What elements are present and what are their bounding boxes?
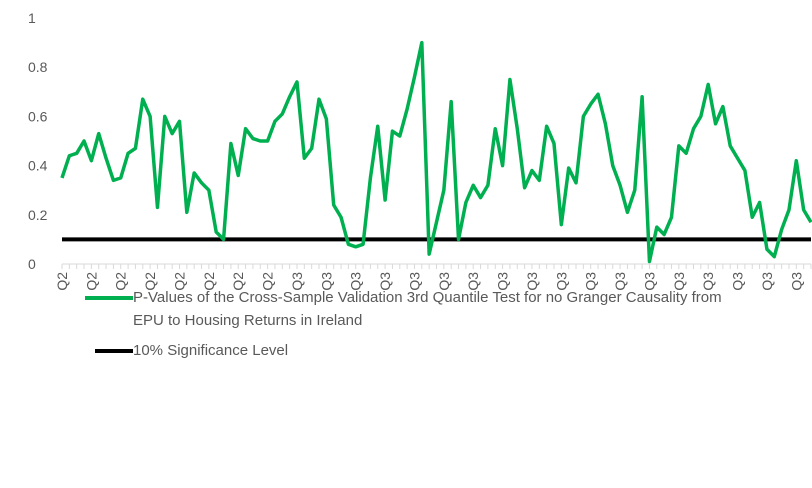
x-tick-label: 1992Q2: [113, 272, 129, 290]
x-tick-label: 2015Q3: [788, 272, 804, 290]
x-tick-label: 2004Q3: [465, 272, 481, 290]
legend-label: 10% Significance Level: [133, 342, 289, 359]
x-tick-label: 1996Q2: [230, 272, 246, 290]
x-tick-label: 2014Q3: [759, 272, 775, 290]
x-tick-label: 2010Q3: [641, 272, 657, 290]
x-tick-label: 1995Q2: [201, 272, 217, 290]
legend-entry: P-Values of the Cross-Sample Validation …: [85, 286, 735, 332]
y-tick-label: 0.4: [28, 158, 48, 174]
x-tick-label: 2013Q3: [730, 272, 746, 290]
series-line: [60, 40, 812, 264]
y-tick-label: 0.2: [28, 207, 48, 223]
y-tick-label: 0.8: [28, 59, 48, 75]
legend-label: P-Values of the Cross-Sample Validation …: [133, 289, 722, 329]
x-tick-label: 1993Q2: [142, 272, 158, 290]
legend-swatch: [85, 296, 133, 300]
x-tick-label: 2007Q3: [553, 272, 569, 290]
x-tick-label: 2003Q3: [436, 272, 452, 290]
x-tick-label: 2006Q3: [524, 272, 540, 290]
x-tick-label: 2001Q3: [377, 272, 393, 290]
x-tick-label: 2011Q3: [671, 272, 687, 290]
x-tick-label: 2009Q3: [612, 272, 628, 290]
x-tick-label: 1999Q3: [318, 272, 334, 290]
x-tick-label: 1990Q2: [54, 272, 70, 290]
y-tick-label: 1: [28, 10, 36, 26]
x-tick-label: 2005Q3: [495, 272, 511, 290]
x-tick-label: 2012Q3: [700, 272, 716, 290]
x-tick-label: 2000Q3: [348, 272, 364, 290]
legend-entry: 10% Significance Level: [95, 339, 745, 362]
x-tick-label: 1997Q2: [260, 272, 276, 290]
x-tick-label: 1998Q3: [289, 272, 305, 290]
plot-area: 0 0.2 0.4 0.6 0.8 1 1990Q2 1991Q2 1992Q2 1993Q2 19…: [28, 10, 812, 290]
x-tick-label: 1991Q2: [83, 272, 99, 290]
x-tick-label: 2002Q3: [406, 272, 422, 290]
x-tick-label: 1994Q2: [171, 272, 187, 290]
x-tick-label: 2008Q3: [583, 272, 599, 290]
y-tick-label: 0: [28, 256, 36, 272]
legend-swatch: [95, 349, 133, 353]
y-tick-label: 0.6: [28, 108, 48, 124]
